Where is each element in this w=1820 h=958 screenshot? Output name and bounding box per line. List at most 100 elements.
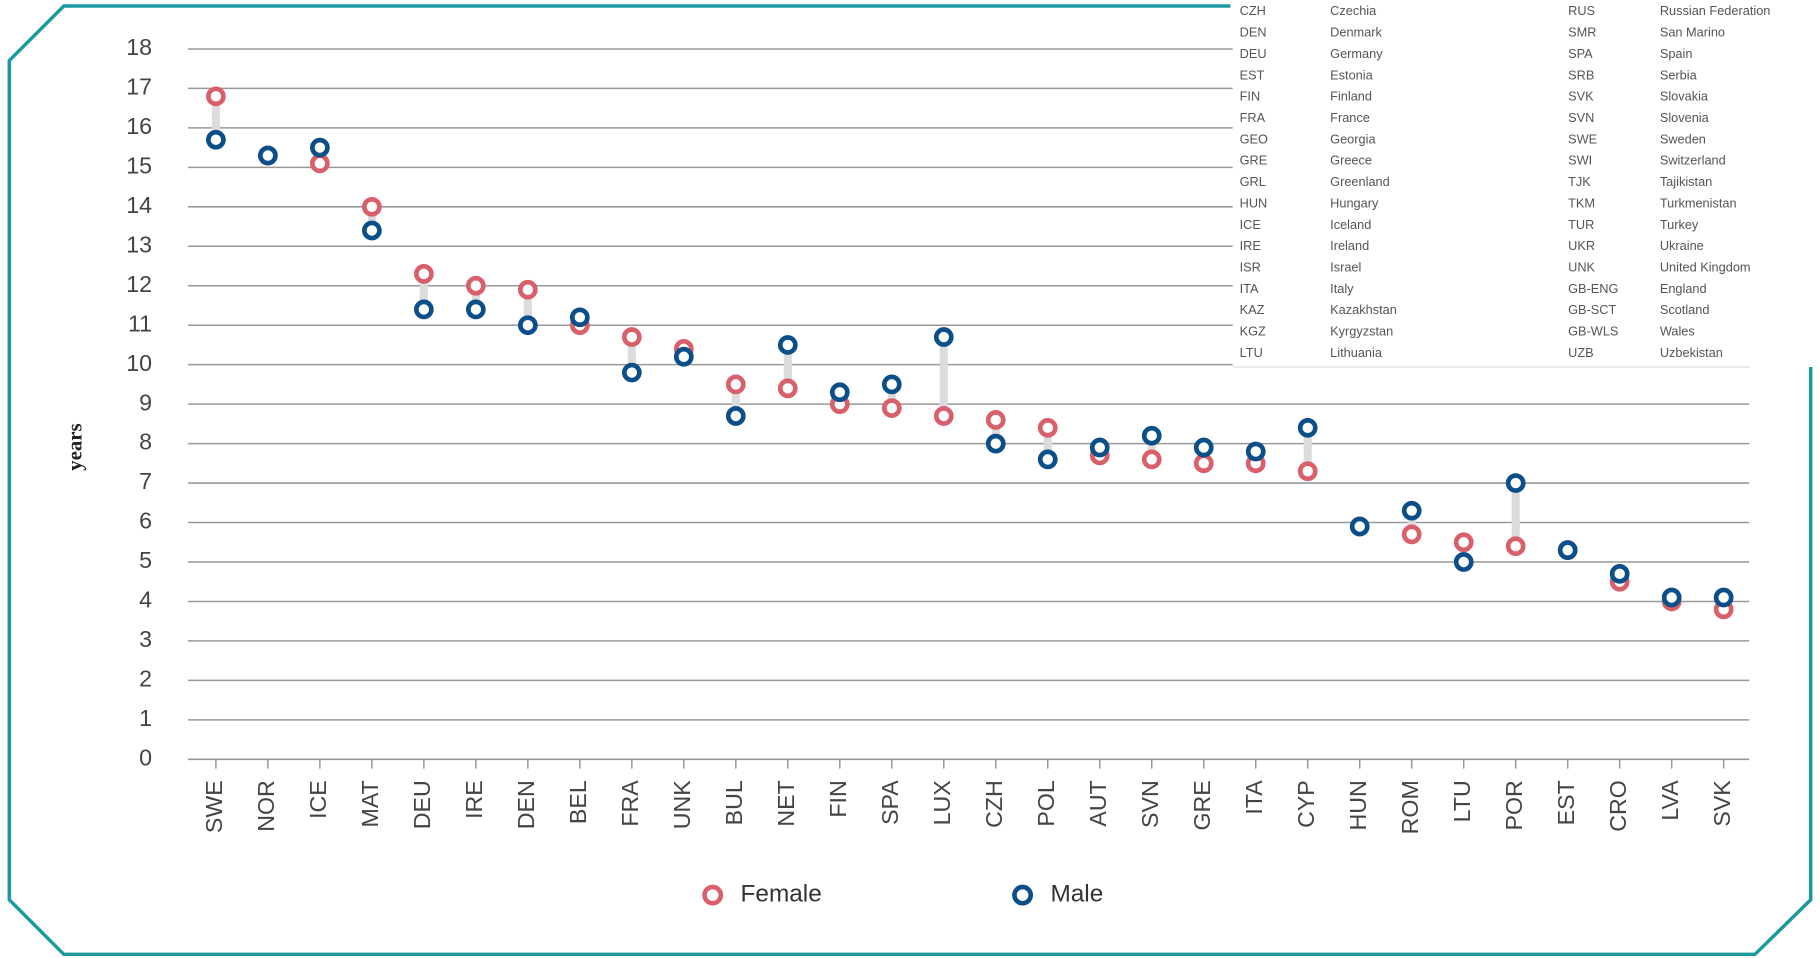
x-tick-label: AUT bbox=[1085, 780, 1111, 826]
x-tick-label: FRA bbox=[617, 780, 643, 827]
point bbox=[621, 327, 642, 347]
country-code: ICE bbox=[1240, 217, 1261, 232]
country-name: Switzerland bbox=[1660, 153, 1726, 168]
point bbox=[206, 129, 226, 150]
country-name: Greece bbox=[1330, 153, 1372, 168]
country-code: SRB bbox=[1568, 67, 1594, 82]
x-tick-label: POL bbox=[1033, 780, 1059, 827]
country-code: GRL bbox=[1240, 174, 1266, 189]
x-tick-label: CRO bbox=[1605, 780, 1631, 832]
y-tick-label: 1 bbox=[139, 705, 152, 731]
point bbox=[1193, 453, 1214, 474]
x-tick-label: ITA bbox=[1241, 780, 1267, 815]
point bbox=[881, 374, 902, 395]
point bbox=[1661, 587, 1682, 608]
legend-marker bbox=[1012, 884, 1034, 906]
country-name: Turkmenistan bbox=[1660, 195, 1737, 210]
x-tick-label: POR bbox=[1501, 780, 1527, 830]
country-name: Germany bbox=[1330, 46, 1383, 61]
country-name: Estonia bbox=[1330, 67, 1373, 82]
point bbox=[1713, 587, 1734, 608]
point bbox=[310, 153, 330, 174]
country-code: TKM bbox=[1568, 195, 1595, 210]
legend-marker bbox=[702, 884, 724, 906]
x-tick-label: LUX bbox=[929, 780, 955, 825]
country-name: Wales bbox=[1660, 324, 1695, 339]
y-tick-label: 6 bbox=[139, 508, 152, 534]
y-tick-label: 4 bbox=[139, 587, 152, 613]
point bbox=[569, 307, 590, 328]
point bbox=[725, 406, 746, 426]
country-code: SPA bbox=[1568, 46, 1593, 61]
country-code: SWI bbox=[1568, 153, 1592, 168]
country-name: Uzbekistan bbox=[1660, 345, 1723, 360]
point bbox=[1141, 425, 1162, 446]
x-tick-label: ICE bbox=[305, 780, 331, 819]
point bbox=[258, 145, 278, 166]
country-name: Spain bbox=[1660, 46, 1693, 61]
point bbox=[933, 327, 954, 347]
point bbox=[673, 346, 694, 367]
y-tick-label: 5 bbox=[139, 547, 152, 573]
point bbox=[881, 398, 902, 418]
country-name: Greenland bbox=[1330, 174, 1390, 189]
code-table-bg bbox=[1232, 0, 1779, 367]
country-name: Sweden bbox=[1660, 131, 1706, 146]
x-tick-label: MAT bbox=[357, 780, 383, 827]
country-code: CZH bbox=[1240, 3, 1266, 18]
x-tick-label: BUL bbox=[721, 780, 747, 825]
point bbox=[1401, 524, 1422, 545]
country-name: Ukraine bbox=[1660, 238, 1704, 253]
x-tick-label: CYP bbox=[1293, 780, 1319, 828]
point bbox=[1505, 473, 1526, 493]
country-code: GEO bbox=[1240, 131, 1268, 146]
country-code: TJK bbox=[1568, 174, 1591, 189]
country-name: Slovenia bbox=[1660, 110, 1710, 125]
country-code: ISR bbox=[1240, 259, 1261, 274]
point bbox=[206, 86, 226, 107]
country-code: SVN bbox=[1568, 110, 1594, 125]
country-name: Finland bbox=[1330, 89, 1372, 104]
point bbox=[1505, 536, 1526, 557]
country-code: SMR bbox=[1568, 25, 1596, 40]
y-tick-label: 12 bbox=[126, 271, 152, 297]
point bbox=[413, 299, 434, 320]
y-tick-label: 8 bbox=[139, 429, 152, 455]
x-tick-label: BEL bbox=[565, 780, 591, 824]
point bbox=[985, 410, 1006, 430]
point bbox=[465, 275, 486, 296]
x-tick-label: CZH bbox=[981, 780, 1007, 828]
country-code: UZB bbox=[1568, 345, 1594, 360]
country-code: FIN bbox=[1240, 89, 1261, 104]
country-code: SWE bbox=[1568, 131, 1597, 146]
y-tick-label: 7 bbox=[139, 468, 152, 494]
country-name: Kyrgyzstan bbox=[1330, 324, 1393, 339]
country-code: RUS bbox=[1568, 3, 1595, 18]
country-code: LTU bbox=[1240, 345, 1263, 360]
point bbox=[985, 433, 1006, 454]
x-tick-label: GRE bbox=[1189, 780, 1215, 830]
point bbox=[310, 137, 330, 158]
legend-label: Male bbox=[1050, 881, 1103, 908]
country-code: GRE bbox=[1240, 153, 1268, 168]
frame bbox=[7, 4, 1813, 957]
point bbox=[1245, 441, 1266, 462]
country-name: Iceland bbox=[1330, 217, 1371, 232]
y-tick-label: 17 bbox=[126, 74, 152, 100]
country-name: France bbox=[1330, 110, 1370, 125]
point bbox=[1089, 437, 1110, 458]
x-tick-label: NOR bbox=[253, 780, 279, 832]
y-tick-label: 14 bbox=[126, 192, 152, 218]
y-tick-label: 11 bbox=[128, 310, 152, 336]
point bbox=[1609, 563, 1630, 584]
country-code: DEN bbox=[1240, 25, 1267, 40]
country-name: Lithuania bbox=[1330, 345, 1383, 360]
country-code: GB-ENG bbox=[1568, 281, 1618, 296]
point bbox=[621, 362, 642, 383]
country-name: Russian Federation bbox=[1660, 3, 1771, 18]
country-code: KAZ bbox=[1240, 302, 1265, 317]
point bbox=[413, 264, 434, 284]
country-name: Slovakia bbox=[1660, 89, 1709, 104]
country-name: Georgia bbox=[1330, 131, 1376, 146]
